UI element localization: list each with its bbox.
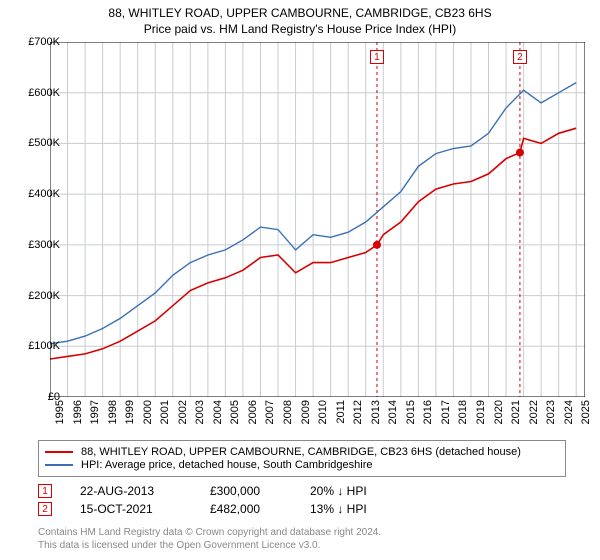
event-marker-2: 2	[38, 502, 52, 516]
x-tick-label: 2002	[177, 400, 189, 424]
event-2-date: 15-OCT-2021	[80, 502, 210, 516]
x-tick-label: 2004	[212, 400, 224, 424]
title-line2: Price paid vs. HM Land Registry's House …	[0, 22, 600, 38]
x-tick-label: 1996	[72, 400, 84, 424]
x-tick-label: 2001	[159, 400, 171, 424]
event-marker-2-id: 2	[42, 504, 48, 515]
sale-events-table: 1 22-AUG-2013 £300,000 20% ↓ HPI 2 15-OC…	[38, 480, 410, 520]
x-tick-label: 2006	[247, 400, 259, 424]
footer-line2: This data is licensed under the Open Gov…	[38, 540, 381, 553]
chart-svg	[50, 42, 585, 397]
y-tick-label: £400K	[28, 188, 60, 200]
x-tick-label: 1995	[54, 400, 66, 424]
sale-marker-2-label: 2	[517, 52, 523, 63]
x-tick-label: 2009	[300, 400, 312, 424]
sale-marker-2: 2	[513, 50, 527, 64]
x-tick-label: 2021	[510, 400, 522, 424]
event-marker-1: 1	[38, 484, 52, 498]
footer-attribution: Contains HM Land Registry data © Crown c…	[38, 527, 381, 552]
x-tick-label: 2018	[457, 400, 469, 424]
title-line1: 88, WHITLEY ROAD, UPPER CAMBOURNE, CAMBR…	[0, 6, 600, 22]
x-tick-label: 2005	[229, 400, 241, 424]
sale-marker-1: 1	[370, 50, 384, 64]
x-tick-label: 2016	[422, 400, 434, 424]
x-tick-label: 1999	[124, 400, 136, 424]
legend-label-hpi: HPI: Average price, detached house, Sout…	[81, 459, 372, 471]
sale-marker-1-label: 1	[374, 52, 380, 63]
x-tick-label: 2019	[475, 400, 487, 424]
x-tick-label: 2015	[405, 400, 417, 424]
event-2-price: £482,000	[210, 502, 310, 516]
x-tick-label: 2014	[387, 400, 399, 424]
x-tick-label: 2000	[142, 400, 154, 424]
y-tick-label: £300K	[28, 239, 60, 251]
x-tick-label: 1998	[107, 400, 119, 424]
x-tick-label: 2013	[370, 400, 382, 424]
x-tick-label: 2025	[580, 400, 592, 424]
x-tick-label: 2020	[493, 400, 505, 424]
chart-title-block: 88, WHITLEY ROAD, UPPER CAMBOURNE, CAMBR…	[0, 0, 600, 37]
legend-item-hpi: HPI: Average price, detached house, Sout…	[45, 459, 559, 471]
x-tick-label: 2003	[194, 400, 206, 424]
x-tick-label: 2022	[528, 400, 540, 424]
legend: 88, WHITLEY ROAD, UPPER CAMBOURNE, CAMBR…	[38, 440, 566, 477]
x-tick-label: 2010	[317, 400, 329, 424]
x-tick-label: 1997	[89, 400, 101, 424]
y-tick-label: £500K	[28, 137, 60, 149]
event-2-change: 13% ↓ HPI	[310, 502, 410, 516]
x-tick-label: 2024	[563, 400, 575, 424]
x-tick-label: 2012	[352, 400, 364, 424]
x-tick-label: 2017	[440, 400, 452, 424]
event-row-2: 2 15-OCT-2021 £482,000 13% ↓ HPI	[38, 502, 410, 516]
event-1-price: £300,000	[210, 484, 310, 498]
footer-line1: Contains HM Land Registry data © Crown c…	[38, 527, 381, 540]
legend-swatch-hpi	[45, 464, 73, 466]
event-marker-1-id: 1	[42, 486, 48, 497]
event-row-1: 1 22-AUG-2013 £300,000 20% ↓ HPI	[38, 484, 410, 498]
y-tick-label: £200K	[28, 290, 60, 302]
x-tick-label: 2008	[282, 400, 294, 424]
y-tick-label: £600K	[28, 87, 60, 99]
chart-plot-area	[50, 42, 585, 397]
legend-label-property: 88, WHITLEY ROAD, UPPER CAMBOURNE, CAMBR…	[81, 446, 521, 458]
y-tick-label: £700K	[28, 36, 60, 48]
legend-swatch-property	[45, 451, 73, 453]
x-tick-label: 2023	[545, 400, 557, 424]
legend-item-property: 88, WHITLEY ROAD, UPPER CAMBOURNE, CAMBR…	[45, 446, 559, 458]
x-tick-label: 2011	[335, 400, 347, 424]
x-tick-label: 2007	[264, 400, 276, 424]
event-1-change: 20% ↓ HPI	[310, 484, 410, 498]
event-1-date: 22-AUG-2013	[80, 484, 210, 498]
y-tick-label: £100K	[28, 340, 60, 352]
